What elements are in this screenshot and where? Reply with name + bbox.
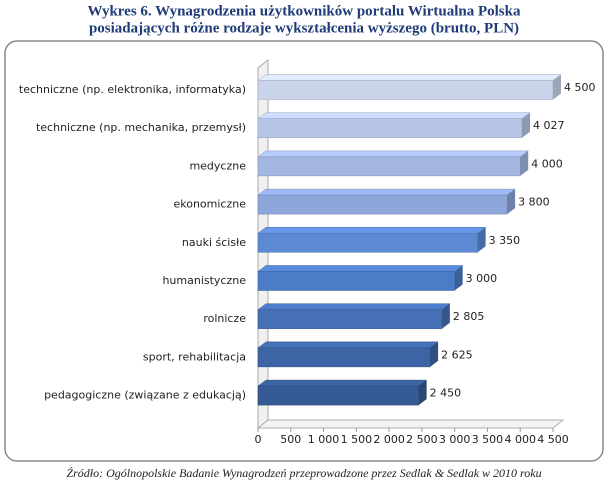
- data-label: 2 625: [441, 348, 473, 361]
- bar: [257, 118, 523, 138]
- bar: [257, 80, 554, 100]
- bar: [257, 271, 455, 291]
- data-label: 3 350: [489, 234, 520, 247]
- data-label: 2 450: [430, 387, 462, 400]
- x-tick-label: 2 000: [373, 433, 405, 446]
- bar: [257, 385, 419, 406]
- y-tick-label: pedagogiczne (związane z edukacją): [44, 389, 246, 402]
- x-tick-label: 0: [255, 433, 262, 446]
- bar-end: [507, 189, 516, 215]
- bar-top: [257, 379, 428, 387]
- bar: [257, 194, 508, 215]
- bar-top: [257, 112, 531, 119]
- y-tick-label: ekonomiczne: [173, 198, 246, 211]
- bar-top: [257, 150, 529, 158]
- bar: [257, 233, 478, 253]
- bar-end: [441, 303, 450, 329]
- bar-top: [257, 74, 562, 81]
- bar: [257, 309, 443, 329]
- bar-end: [454, 265, 463, 291]
- bar-end: [430, 341, 439, 367]
- x-tick-label: 4 000: [504, 433, 536, 446]
- source-note: Źródło: Ogólnopolskie Badanie Wynagrodze…: [66, 466, 541, 480]
- bar-top: [257, 188, 516, 196]
- data-label: 3 800: [518, 196, 550, 209]
- bar-top: [257, 227, 487, 234]
- bar-end: [418, 380, 427, 406]
- x-tick-label: 4 500: [537, 433, 569, 446]
- y-tick-label: rolnicze: [203, 312, 246, 325]
- bar: [257, 156, 521, 177]
- data-label: 2 805: [453, 310, 485, 323]
- bar-top: [257, 303, 451, 310]
- data-label: 4 000: [531, 157, 563, 170]
- x-tick-label: 1 500: [341, 433, 373, 446]
- y-tick-label: sport, rehabilitacja: [143, 350, 246, 363]
- bar-top: [257, 341, 439, 349]
- chart-title: posiadających różne rodzaje wykształceni…: [89, 20, 519, 36]
- chart-title: Wykres 6. Wynagrodzenia użytkowników por…: [88, 3, 521, 19]
- data-label: 3 000: [466, 272, 498, 285]
- y-tick-label: humanistyczne: [162, 274, 246, 287]
- x-tick-label: 3 500: [472, 433, 504, 446]
- data-label: 4 500: [564, 81, 596, 94]
- data-label: 4 027: [533, 119, 565, 132]
- y-tick-label: nauki ścisłe: [182, 236, 246, 249]
- bar: [257, 347, 431, 368]
- x-tick-label: 3 000: [439, 433, 471, 446]
- bar-end: [553, 74, 561, 100]
- bar-end: [520, 150, 529, 176]
- x-tick-label: 1 000: [308, 433, 340, 446]
- bar-end: [521, 112, 530, 138]
- y-tick-label: techniczne (np. elektronika, informatyka…: [19, 83, 246, 96]
- bar-end: [477, 227, 486, 253]
- bar-top: [257, 265, 464, 272]
- y-tick-label: techniczne (np. mechanika, przemysł): [36, 121, 246, 134]
- floor: [256, 419, 565, 429]
- y-tick-label: medyczne: [189, 159, 246, 172]
- x-tick-label: 2 500: [406, 433, 438, 446]
- x-tick-label: 500: [280, 433, 301, 446]
